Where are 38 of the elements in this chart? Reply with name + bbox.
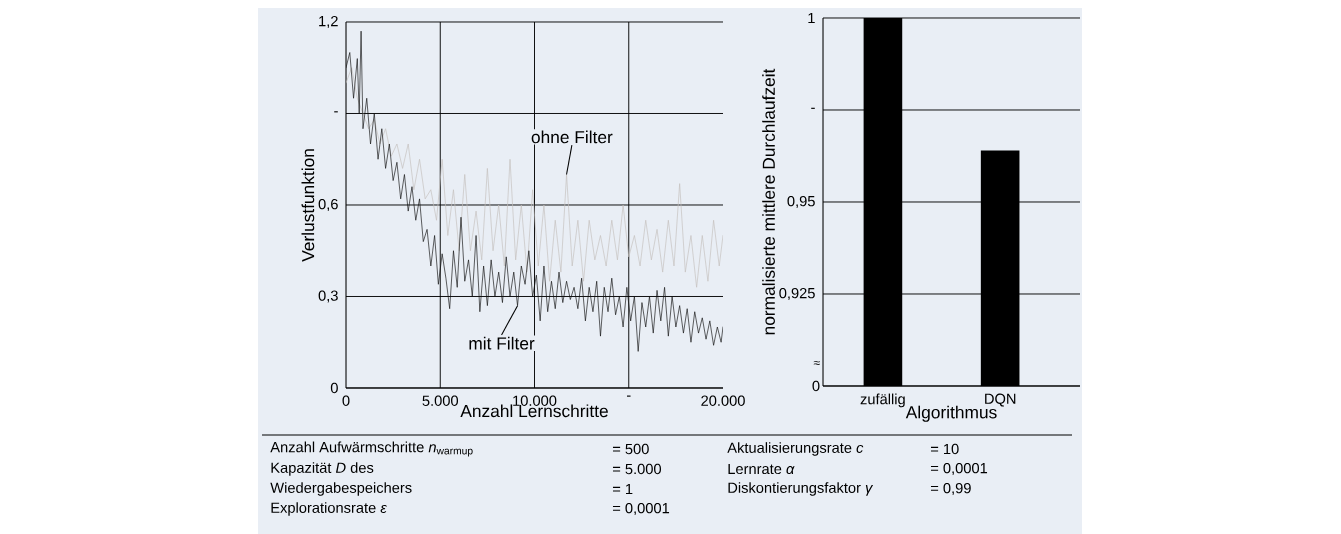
text: = 500 <box>612 443 649 455</box>
line-series <box>346 30 724 352</box>
text: = 0,0001 <box>612 502 670 516</box>
text: Lernrate α <box>728 463 795 475</box>
y-tick-label: 1 <box>808 12 815 24</box>
text: Anzahl Aufwärmschritte n$_{warmup}$ <box>270 441 473 457</box>
text: Kapazität D des <box>271 462 374 476</box>
y-tick-label: 0,95 <box>787 195 815 209</box>
x-tick-label: zufällig <box>860 393 905 408</box>
series-label: mit Filter <box>469 336 535 350</box>
y-tick-label: 0,3 <box>318 290 338 303</box>
y-tick-label: 0,6 <box>318 198 338 212</box>
y-tick-label: 0,925 <box>779 287 815 301</box>
y-tick-label: - <box>811 107 815 109</box>
text: = 0,0001 <box>930 462 988 476</box>
text: Aktualisierungsrate c <box>727 442 864 456</box>
x-tick-label: 20.000 <box>701 395 745 406</box>
x-axis-title: Algorithmus <box>905 405 997 422</box>
text: = 5.000 <box>612 463 662 475</box>
y-tick-label: 0 <box>330 382 338 394</box>
text: ≈ <box>813 360 820 365</box>
y-axis-title: Verlustfunktion <box>301 149 315 262</box>
text: Explorationsrate ε <box>271 502 387 516</box>
y-tick-label: 1,2 <box>319 15 338 29</box>
x-tick-label: - <box>626 395 631 397</box>
y-axis-title: normalisierte mittlere Durchlaufzeit <box>762 68 775 335</box>
x-tick-label: 10.000 <box>513 395 557 406</box>
x-tick-label: 0 <box>342 395 350 406</box>
text: = 0,99 <box>930 482 971 496</box>
y-tick-label: - <box>334 111 338 113</box>
text: = 10 <box>930 443 959 455</box>
line-series <box>346 67 724 288</box>
x-tick-label: 5.000 <box>422 395 459 406</box>
text: = 1 <box>612 483 633 495</box>
text: Diskontierungsfaktor γ <box>728 482 874 496</box>
text: Wiedergabespeichers <box>270 482 412 496</box>
series-label: ohne Filter <box>531 130 613 144</box>
x-tick-label: DQN <box>985 393 1016 407</box>
